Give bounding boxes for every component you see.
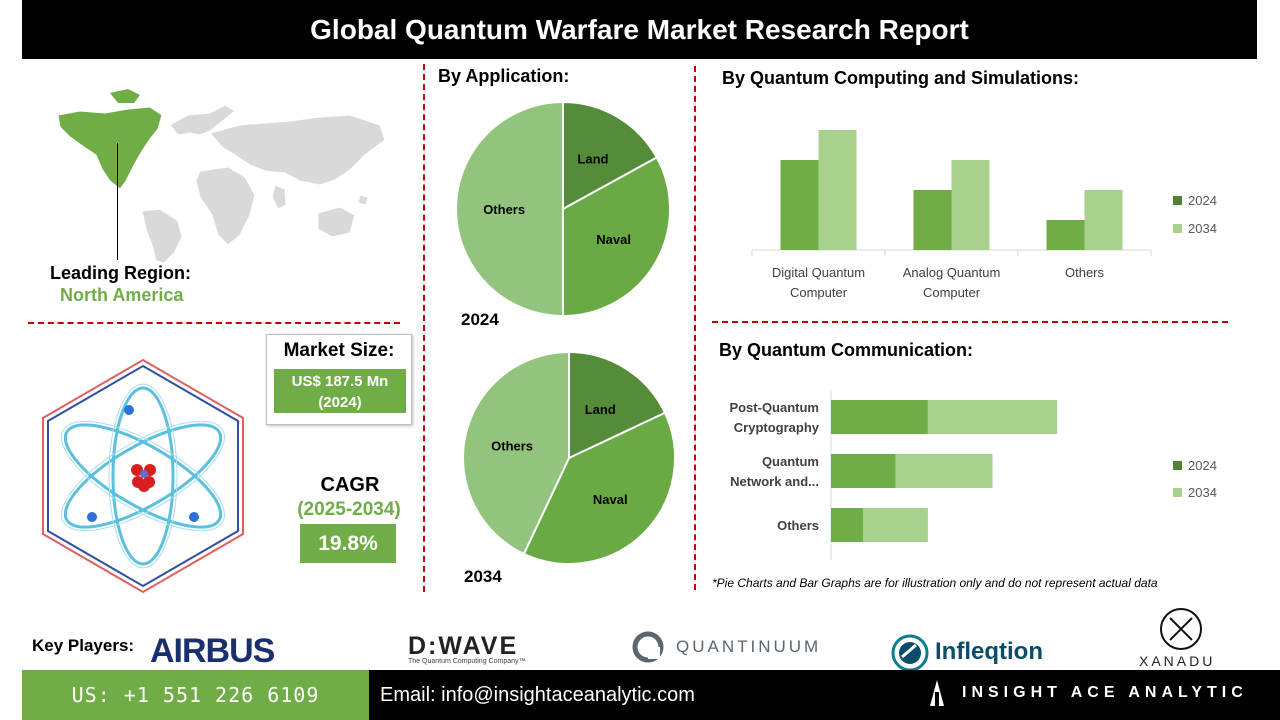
pie-label-others: Others: [483, 202, 525, 217]
divider-horizontal-left: [28, 322, 400, 324]
legend-label-2024: 2024: [1188, 458, 1217, 473]
hbar-2024-1: [831, 454, 896, 488]
atom-icon: [42, 358, 244, 594]
market-size-value: US$ 187.5 Mn (2024): [274, 369, 406, 413]
insightace-icon: [930, 680, 944, 706]
divider-vertical-right: [694, 66, 696, 590]
bar-2034-2: [1084, 190, 1123, 250]
cagr-period: (2025-2034): [297, 499, 401, 520]
category-label: Digital Quantum: [772, 265, 865, 280]
communication-legend-2034: 2034: [1173, 485, 1217, 500]
bar-2024-1: [913, 190, 952, 250]
computing-legend-2024: 2024: [1173, 193, 1217, 208]
bar-2024-2: [1046, 220, 1085, 250]
region-pointer-line: [117, 143, 118, 260]
cagr-title: CAGR: [320, 474, 380, 496]
category-label: Computer: [923, 285, 981, 300]
pie-label-others: Others: [491, 438, 533, 453]
category-label: Computer: [790, 285, 848, 300]
legend-swatch-2024: [1173, 196, 1182, 205]
market-size-amount: US$ 187.5 Mn: [291, 373, 389, 390]
brand-name: INSIGHT ACE ANALYTIC: [962, 684, 1248, 701]
market-size-year: (2024): [318, 394, 362, 411]
pie-2024-year: 2024: [461, 310, 499, 329]
market-size-title: Market Size:: [283, 340, 395, 361]
pie-label-land: Land: [585, 402, 616, 417]
category-label: Quantum: [762, 454, 819, 469]
footer-phone[interactable]: US: +1 551 226 6109: [22, 670, 369, 720]
pie-slice-others: [455, 100, 564, 318]
category-label: Cryptography: [734, 420, 820, 435]
infleqtion-logo: Infleqtion: [935, 638, 1043, 665]
bar-2024-0: [780, 160, 819, 250]
hbar-2034-2: [863, 508, 928, 542]
pie-label-naval: Naval: [596, 232, 631, 247]
cagr-value: 19.8%: [300, 524, 396, 563]
leading-region-label: Leading Region:: [50, 263, 191, 283]
category-label: Others: [777, 518, 819, 533]
quantinuum-icon: [632, 631, 664, 663]
leading-region-value: North America: [60, 285, 184, 305]
communication-bar-chart: Post-Quantum Cryptography Quantum Network a…: [729, 390, 1058, 560]
quantinuum-logo: QUANTINUUM: [676, 637, 822, 656]
category-label: Post-Quantum: [729, 400, 819, 415]
legend-label-2034: 2034: [1188, 221, 1217, 236]
pie-label-land: Land: [577, 151, 608, 166]
pie-chart-2024: Land Naval Others: [455, 100, 671, 318]
hbar-2024-2: [831, 508, 864, 542]
divider-horizontal-right: [712, 321, 1228, 323]
pie-slice-others: [462, 350, 570, 556]
footer-email[interactable]: Email: info@insightaceanalytic.com: [380, 684, 695, 706]
key-players-label: Key Players:: [32, 636, 135, 655]
hbar-2034-0: [927, 400, 1058, 434]
legend-label-2034: 2034: [1188, 485, 1217, 500]
legend-label-2024: 2024: [1188, 193, 1217, 208]
communication-section-title: By Quantum Communication:: [719, 340, 974, 360]
market-size-box: Market Size: US$ 187.5 Mn (2024): [266, 334, 412, 425]
disclaimer-note: *Pie Charts and Bar Graphs are for illus…: [712, 576, 1158, 590]
dwave-logo: D:WAVE: [408, 632, 519, 660]
legend-swatch-2034: [1173, 224, 1182, 233]
legend-swatch-2024: [1173, 461, 1182, 470]
computing-section-title: By Quantum Computing and Simulations:: [722, 68, 1079, 88]
bar-2034-0: [818, 130, 857, 250]
xanadu-icon: [1160, 608, 1202, 650]
computing-legend-2034: 2034: [1173, 221, 1217, 236]
xanadu-logo: XANADU: [1139, 653, 1216, 669]
hbar-2034-1: [895, 454, 993, 488]
pie-slice-naval: [522, 411, 676, 565]
pie-chart-2034: Land Naval Others: [462, 350, 676, 565]
airbus-logo: AIRBUS: [150, 632, 275, 670]
divider-vertical-left: [423, 64, 425, 592]
pie-2034-year: 2034: [464, 567, 502, 586]
infleqtion-icon: [891, 634, 929, 672]
world-map-icon: [57, 89, 386, 264]
bar-2034-1: [951, 160, 990, 250]
pie-slice-land: [562, 100, 659, 211]
category-label: Others: [1065, 265, 1105, 280]
page-title: Global Quantum Warfare Market Research R…: [22, 0, 1257, 59]
pie-slice-land: [568, 350, 667, 460]
footer-bar: [369, 670, 1280, 720]
category-label: Analog Quantum: [903, 265, 1001, 280]
pie-slice-naval: [562, 156, 671, 318]
legend-swatch-2034: [1173, 488, 1182, 497]
application-section-title: By Application:: [438, 66, 570, 86]
category-label: Network and...: [730, 474, 819, 489]
pie-label-naval: Naval: [593, 492, 628, 507]
dwave-tagline: The Quantum Computing Company™: [408, 658, 526, 665]
communication-legend-2024: 2024: [1173, 458, 1217, 473]
hbar-2024-0: [831, 400, 928, 434]
computing-bar-chart: Digital Quantum Computer Analog Quantum Com…: [751, 130, 1152, 300]
